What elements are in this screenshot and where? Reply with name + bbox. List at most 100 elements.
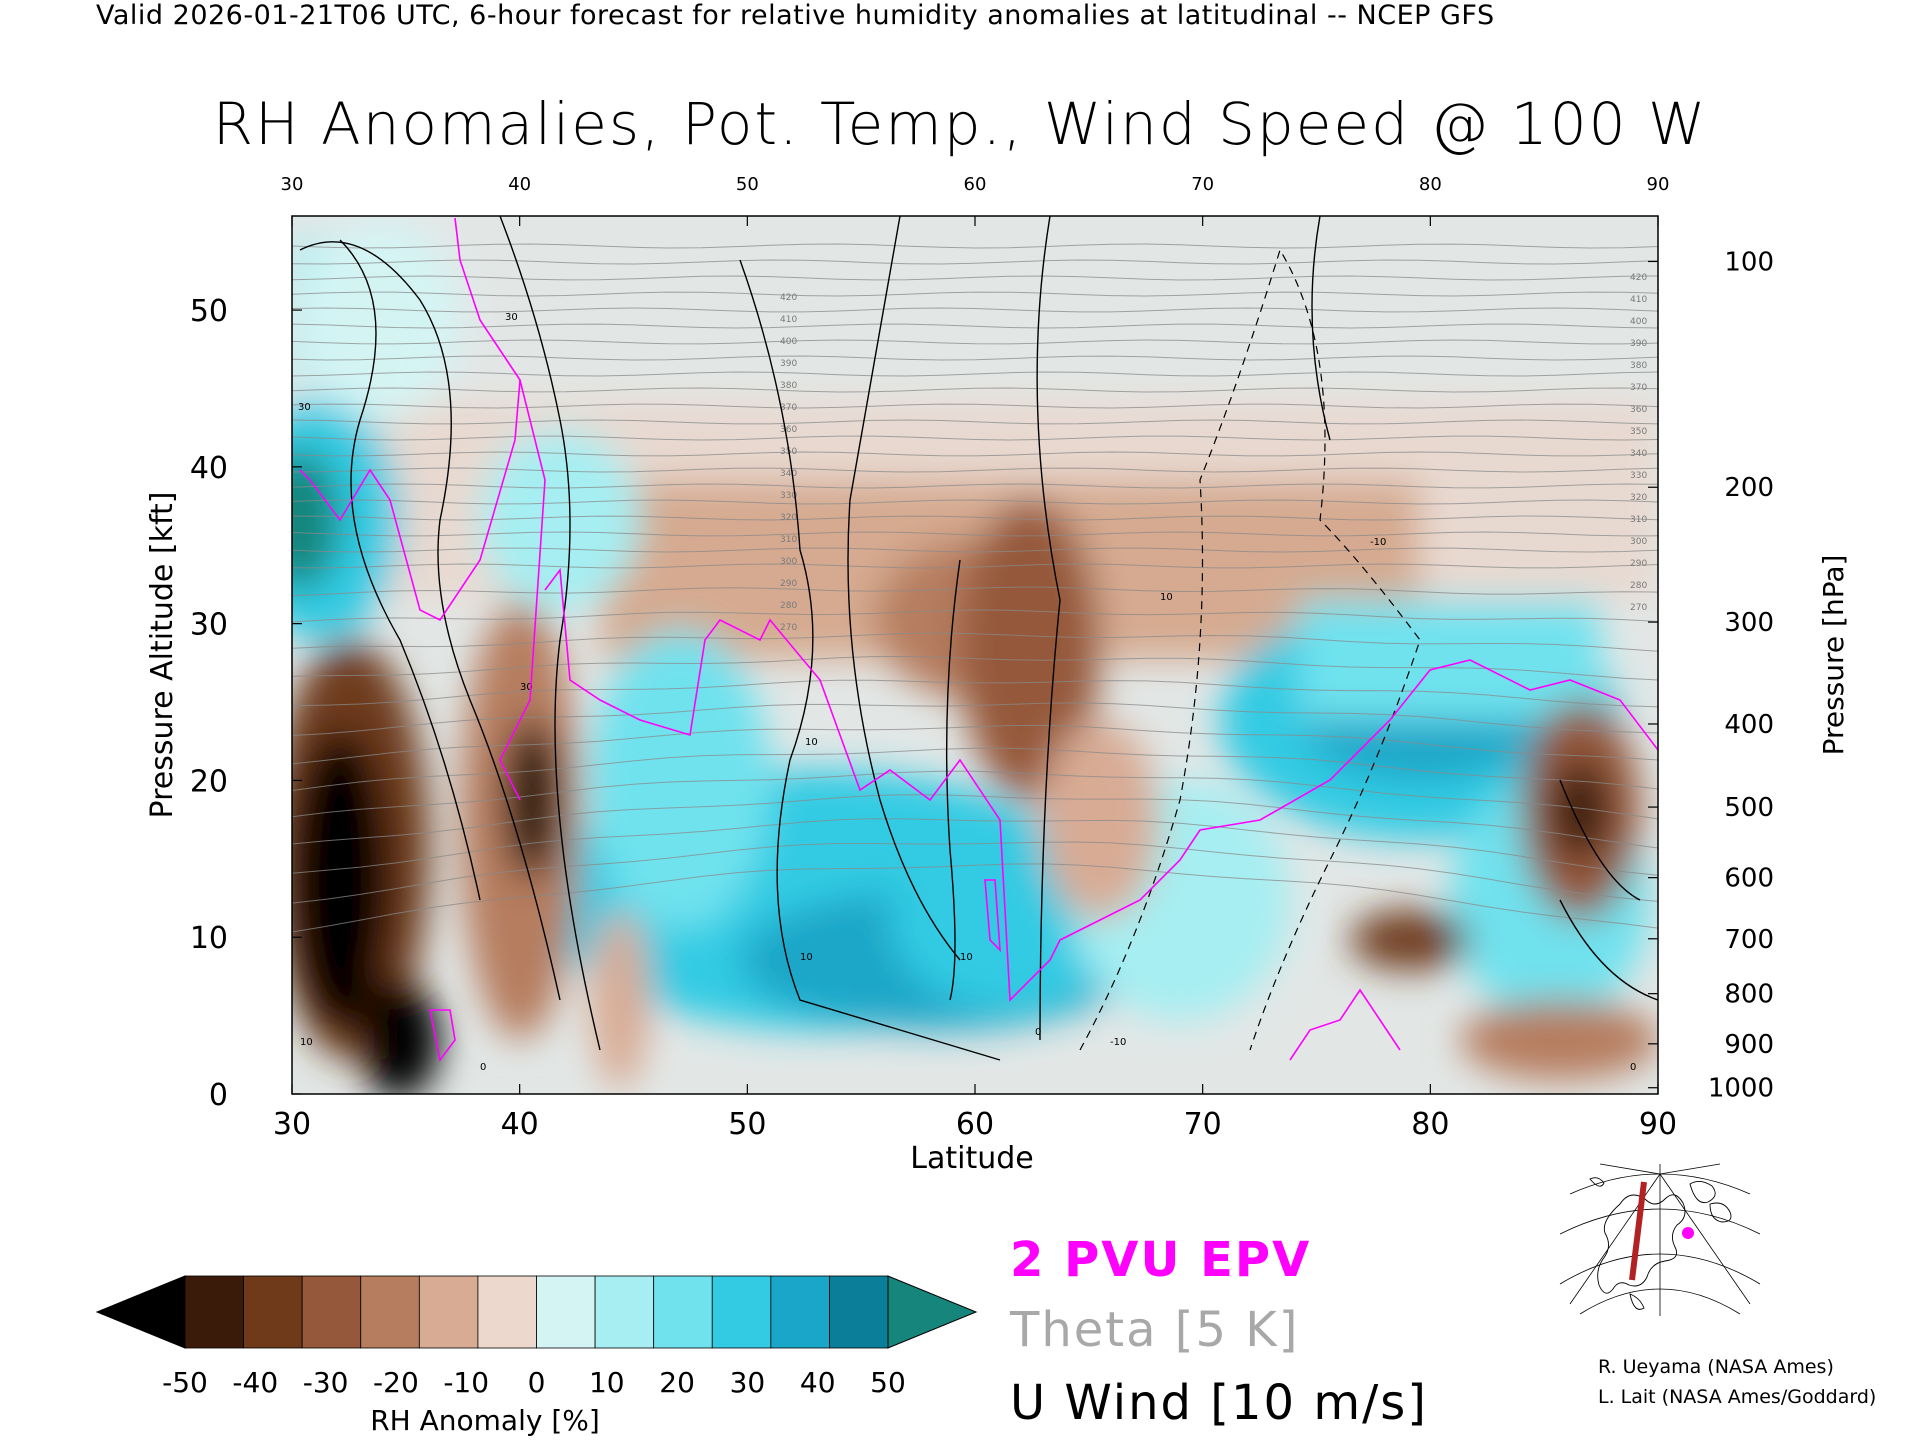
y-axis-right-label: Pressure [hPa]	[1817, 555, 1850, 756]
colorbar-tick-label: -20	[373, 1366, 419, 1399]
theta-contour-label: 380	[780, 381, 797, 391]
theta-contour-label-right: 270	[1630, 603, 1647, 613]
colorbar-segment	[829, 1275, 889, 1349]
theta-contour-line	[292, 307, 1658, 313]
theta-contour-line	[292, 323, 1658, 329]
theta-contour-line	[292, 355, 1658, 361]
colorbar-tick-label: 30	[730, 1366, 766, 1399]
u-wind-contour-line	[1036, 216, 1061, 1041]
u-wind-contour-label: -10	[1110, 1037, 1126, 1048]
theta-contour-line	[292, 339, 1658, 345]
u-wind-contour-label: 30	[520, 682, 533, 693]
u-wind-contour-line	[299, 241, 561, 1001]
theta-contour-line	[292, 655, 1658, 681]
credit-line-1: R. Ueyama (NASA Ames)	[1598, 1356, 1834, 1378]
colorbar-segment	[243, 1275, 303, 1349]
theta-contour-label: 400	[780, 337, 797, 347]
colorbar-segment	[711, 1275, 772, 1349]
theta-contours: 420 420 410 410 400 400 390 390 380 380 370 370 360 3…	[292, 243, 1658, 933]
theta-contour-line	[292, 499, 1658, 505]
theta-contour-label: 310	[780, 535, 797, 545]
pressure-tick-label: 400	[1724, 710, 1774, 740]
colorbar-segment	[594, 1275, 655, 1349]
theta-contour-label: 330	[780, 491, 797, 501]
u-wind-contour-line	[1559, 779, 1641, 901]
y-tick-label: 10	[190, 921, 228, 956]
theta-contour-line	[292, 483, 1658, 489]
theta-contour-label-right: 420	[1630, 273, 1647, 283]
theta-contour-label-right: 310	[1630, 515, 1647, 525]
u-wind-contour-label: 10	[300, 1037, 313, 1048]
theta-contour-line	[292, 794, 1658, 849]
inset-globe-map	[1559, 1163, 1761, 1316]
epv-contour-line	[429, 1009, 456, 1062]
x-tick-label: 30	[273, 1107, 311, 1142]
x-top-tick-label: 90	[1647, 174, 1670, 195]
theta-contour-label-right: 340	[1630, 449, 1647, 459]
theta-contour-label-right: 360	[1630, 405, 1647, 415]
x-axis-top: 30 40 50 60 70 80 90	[281, 174, 1670, 226]
colorbar-tick-label: -50	[162, 1366, 208, 1399]
pressure-tick-label: 100	[1724, 247, 1774, 277]
theta-contour-line	[292, 451, 1658, 457]
x-tick-label: 40	[501, 1107, 539, 1142]
theta-contour-label-right: 280	[1630, 581, 1647, 591]
theta-contour-label-right: 290	[1630, 559, 1647, 569]
colorbar-min-arrow	[95, 1275, 186, 1349]
u-wind-contour-line	[739, 259, 1001, 1061]
pressure-tick-label: 700	[1724, 925, 1774, 955]
location-marker	[1682, 1227, 1694, 1239]
pressure-tick-label: 900	[1724, 1030, 1774, 1060]
theta-contour-label: 420	[780, 293, 797, 303]
theta-contour-label-right: 390	[1630, 339, 1647, 349]
theta-contour-label-right: 370	[1630, 383, 1647, 393]
colorbar-tick-label: 40	[800, 1366, 836, 1399]
theta-contour-label-right: 400	[1630, 317, 1647, 327]
colorbar-max-arrow	[887, 1275, 978, 1349]
theta-contour-line	[292, 515, 1658, 521]
colorbar-segment	[653, 1275, 713, 1349]
theta-contour-label: 300	[780, 557, 797, 567]
x-tick-label: 50	[728, 1107, 766, 1142]
theta-contour-label: 320	[780, 513, 797, 523]
theta-contour-label: 390	[780, 359, 797, 369]
theta-contour-line	[292, 747, 1658, 791]
pressure-tick-label: 600	[1724, 864, 1774, 894]
colorbar-segment	[301, 1275, 362, 1349]
theta-contour-line	[292, 724, 1658, 765]
x-top-tick-label: 80	[1419, 174, 1442, 195]
u-wind-contours: 30 30 10 0 10 10 10 30 -10 -10 0 10 0	[298, 216, 1658, 1073]
theta-contour-label: 290	[780, 579, 797, 589]
x-tick-label: 80	[1411, 1107, 1449, 1142]
y-tick-label: 50	[190, 294, 228, 329]
u-wind-contour-label: -10	[1370, 537, 1386, 548]
x-axis-bottom: 30 40 50 60 70 80 90	[273, 1084, 1677, 1142]
colorbar-tick-label: -30	[303, 1366, 349, 1399]
x-axis-label: Latitude	[910, 1141, 1033, 1176]
theta-contour-label-right: 380	[1630, 361, 1647, 371]
theta-contour-line	[292, 371, 1658, 377]
theta-contour-line	[292, 467, 1658, 473]
u-wind-negative-contour	[1079, 248, 1421, 1051]
theta-contour-line	[292, 702, 1658, 736]
legend-theta: Theta [5 K]	[1010, 1302, 1300, 1358]
x-tick-label: 90	[1639, 1107, 1677, 1142]
colorbar: -50 -40 -30 -20 -10 0 10 20 30 40 50	[95, 1275, 978, 1399]
theta-contour-line	[292, 679, 1658, 708]
y-tick-label: 0	[209, 1078, 228, 1113]
colorbar-segment	[418, 1275, 479, 1349]
rh-anomaly-field	[292, 220, 1658, 1094]
theta-contour-line	[292, 632, 1658, 652]
theta-contour-line	[292, 770, 1658, 820]
theta-contour-line	[292, 291, 1658, 297]
u-wind-contour-line	[1559, 899, 1658, 1001]
coastlines	[1589, 1177, 1732, 1310]
theta-contour-label-right: 410	[1630, 295, 1647, 305]
theta-contour-line	[292, 586, 1658, 597]
x-top-tick-label: 60	[964, 174, 987, 195]
colorbar-tick-label: -10	[443, 1366, 489, 1399]
colorbar-segment	[360, 1275, 420, 1349]
theta-contour-label-right: 350	[1630, 427, 1647, 437]
u-wind-contour-label: 0	[480, 1062, 486, 1073]
colorbar-segment	[770, 1275, 830, 1349]
